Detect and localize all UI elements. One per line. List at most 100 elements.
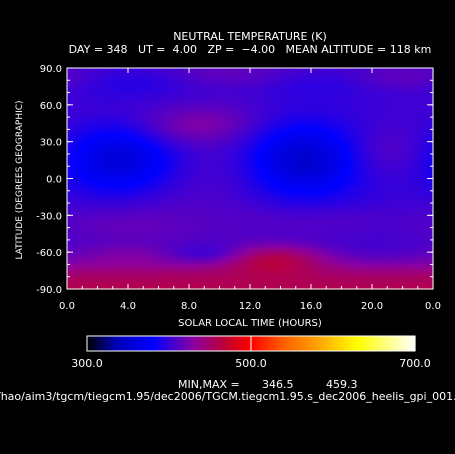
field-cell bbox=[299, 204, 304, 209]
field-cell bbox=[318, 237, 324, 242]
field-cell bbox=[169, 277, 175, 283]
field-cell bbox=[120, 185, 125, 191]
field-cell bbox=[192, 233, 198, 239]
field-cell bbox=[196, 211, 202, 216]
field-cell bbox=[223, 174, 228, 180]
field-cell bbox=[135, 241, 141, 246]
field-cell bbox=[128, 196, 133, 202]
field-cell bbox=[364, 207, 369, 213]
field-cell bbox=[288, 112, 293, 117]
field-cell bbox=[295, 189, 301, 194]
field-cell bbox=[311, 215, 316, 220]
field-cell bbox=[238, 174, 243, 180]
field-cell bbox=[330, 277, 335, 283]
field-cell bbox=[200, 196, 205, 202]
field-cell bbox=[257, 104, 263, 110]
field-cell bbox=[204, 200, 209, 205]
field-cell bbox=[147, 71, 152, 76]
field-cell bbox=[154, 241, 160, 246]
field-cell bbox=[135, 93, 141, 99]
field-cell bbox=[356, 237, 362, 242]
field-cell bbox=[196, 93, 202, 99]
field-cell bbox=[67, 108, 72, 113]
field-cell bbox=[253, 185, 259, 191]
field-cell bbox=[227, 141, 232, 146]
field-cell bbox=[120, 215, 125, 220]
field-cell bbox=[326, 141, 331, 146]
field-cell bbox=[215, 266, 221, 272]
field-cell bbox=[204, 182, 209, 187]
field-cell bbox=[219, 226, 224, 231]
field-cell bbox=[330, 285, 335, 290]
field-cell bbox=[135, 79, 141, 84]
field-cell bbox=[82, 145, 87, 150]
field-cell bbox=[375, 130, 381, 135]
field-cell bbox=[230, 263, 236, 268]
field-cell bbox=[337, 115, 343, 121]
field-cell bbox=[234, 126, 240, 132]
field-cell bbox=[383, 101, 388, 106]
field-cell bbox=[223, 137, 228, 143]
field-cell bbox=[280, 241, 285, 246]
field-cell bbox=[345, 137, 350, 143]
field-cell bbox=[139, 200, 144, 205]
field-cell bbox=[116, 171, 121, 176]
field-cell bbox=[135, 137, 141, 143]
field-cell bbox=[246, 156, 251, 161]
field-cell bbox=[189, 108, 194, 113]
field-cell bbox=[169, 174, 175, 180]
field-cell bbox=[82, 263, 87, 268]
field-cell bbox=[238, 200, 243, 205]
field-cell bbox=[291, 97, 297, 102]
field-cell bbox=[211, 137, 217, 143]
field-cell bbox=[364, 108, 369, 113]
field-cell bbox=[128, 71, 133, 76]
field-cell bbox=[333, 233, 339, 239]
field-cell bbox=[112, 149, 118, 154]
field-cell bbox=[227, 248, 232, 253]
field-cell bbox=[345, 171, 350, 176]
field-cell bbox=[227, 230, 232, 235]
field-cell bbox=[78, 68, 83, 73]
field-cell bbox=[128, 193, 133, 198]
field-cell bbox=[219, 149, 224, 154]
field-cell bbox=[360, 115, 365, 121]
field-cell bbox=[257, 237, 263, 242]
field-cell bbox=[70, 86, 76, 91]
field-cell bbox=[181, 204, 186, 209]
field-cell bbox=[375, 79, 381, 84]
field-cell bbox=[261, 193, 266, 198]
field-cell bbox=[269, 104, 274, 110]
field-cell bbox=[131, 237, 137, 242]
field-cell bbox=[345, 163, 350, 169]
field-cell bbox=[368, 244, 373, 250]
field-cell bbox=[208, 281, 213, 286]
field-cell bbox=[379, 196, 385, 202]
field-cell bbox=[101, 233, 106, 239]
field-cell bbox=[280, 200, 285, 205]
field-cell bbox=[269, 174, 274, 180]
field-cell bbox=[257, 259, 263, 264]
field-cell bbox=[93, 196, 99, 202]
field-cell bbox=[272, 255, 278, 261]
field-cell bbox=[364, 285, 369, 290]
field-cell bbox=[330, 82, 335, 88]
field-cell bbox=[192, 152, 198, 157]
field-cell bbox=[158, 119, 163, 124]
field-cell bbox=[356, 82, 362, 88]
field-cell bbox=[265, 108, 270, 113]
field-cell bbox=[372, 211, 377, 216]
field-cell bbox=[82, 252, 87, 257]
field-cell bbox=[86, 204, 91, 209]
field-cell bbox=[128, 104, 133, 110]
field-cell bbox=[230, 189, 236, 194]
field-cell bbox=[105, 263, 110, 268]
field-cell bbox=[360, 230, 365, 235]
field-cell bbox=[330, 193, 335, 198]
field-cell bbox=[364, 222, 369, 227]
field-cell bbox=[375, 266, 381, 272]
field-cell bbox=[257, 182, 263, 187]
field-cell bbox=[177, 207, 182, 213]
field-cell bbox=[70, 237, 76, 242]
field-cell bbox=[158, 160, 163, 165]
